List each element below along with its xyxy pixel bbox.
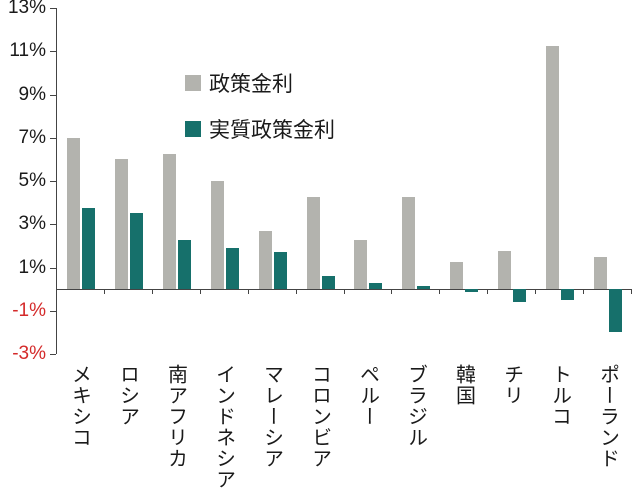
x-axis-label: マレーシア [260,364,283,469]
x-tick-mark [391,289,393,295]
x-tick-mark [56,289,57,295]
x-axis-line [57,289,632,291]
x-tick-mark [151,289,153,295]
legend-swatch-policy-rate [185,75,201,91]
policy-rate-bar [210,181,224,290]
y-tick-mark [50,94,56,96]
x-tick-mark [103,289,105,295]
y-tick-mark [50,8,56,9]
policy-rate-bar [546,45,560,290]
y-tick-label: 7% [18,126,46,148]
y-tick-mark [50,354,56,355]
policy-rate-bar [450,262,464,290]
y-tick-label: 3% [18,213,46,235]
x-axis-label: ブラジル [404,364,427,448]
y-tick-mark [50,224,56,226]
y-axis: 13% 11% 9% 7% 5% 3% 1% -1% -3% [0,0,56,364]
bar-group [249,8,297,354]
real-policy-rate-bar [321,276,335,290]
policy-rate-bar [402,197,416,290]
x-tick-mark [247,289,249,295]
bar-group [345,8,393,354]
policy-rate-bar [306,197,320,290]
x-tick-mark [439,289,441,295]
bar-group [201,8,249,354]
x-tick-mark [487,289,489,295]
real-policy-rate-bar [561,289,575,300]
plot-area: 政策金利 実質政策金利 [56,8,632,354]
bar-group [297,8,345,354]
x-axis-label: 南アフリカ [164,364,187,469]
real-policy-rate-bar [513,289,527,303]
legend-item-policy-rate: 政策金利 [185,68,335,98]
real-policy-rate-bar [369,282,383,290]
x-axis-label: コロンビア [308,364,331,469]
x-axis-label: チリ [500,364,523,406]
real-policy-rate-bar [177,240,191,290]
bar-group [536,8,584,354]
real-policy-rate-bar [225,248,239,290]
x-axis-label: 韓国 [452,364,475,406]
policy-rate-bar [258,230,272,290]
x-tick-mark [631,289,632,295]
y-tick-mark [50,267,56,269]
y-tick-label: 13% [7,0,46,18]
bar-group [584,8,632,354]
policy-rate-bar [498,251,512,290]
x-axis-row: メキシコ ロシア 南アフリカ インドネシア マレーシア コロンビア ペルー ブラジル 韓国 チリト… [0,354,640,493]
y-tick-label: 9% [18,83,46,105]
x-axis-labels: メキシコ ロシア 南アフリカ インドネシア マレーシア コロンビア ペルー ブラジル 韓国 チリト… [56,354,632,493]
real-policy-rate-bar [273,252,287,290]
y-tick-mark [50,181,56,182]
x-tick-mark [295,289,297,295]
y-tick-mark [50,137,56,139]
real-policy-rate-bar [129,213,143,290]
x-axis-label: ロシア [116,364,139,427]
y-tick-label: -1% [12,299,46,321]
plot-row: 13% 11% 9% 7% 5% 3% 1% -1% -3% 政策金利 実質政策金利 [0,0,640,364]
policy-rate-bar [66,137,80,290]
legend-label-real-policy-rate: 実質政策金利 [209,119,335,142]
bar-group [440,8,488,354]
real-policy-rate-bar [609,289,623,333]
x-tick-mark [535,289,537,295]
legend-label-policy-rate: 政策金利 [209,73,293,96]
y-tick-label: 5% [18,170,46,191]
policy-rate-bar [114,159,128,290]
x-tick-mark [199,289,201,295]
y-tick-label: 11% [9,40,46,62]
x-axis-label: メキシコ [68,364,91,448]
bar-group [392,8,440,354]
legend-item-real-policy-rate: 実質政策金利 [185,114,335,144]
x-tick-mark [343,289,345,295]
x-axis-label: トルコ [548,364,571,427]
y-tick-mark [50,51,56,53]
y-tick-label: -3% [12,343,46,364]
bar-groups [57,8,632,354]
y-tick-label: 1% [18,256,46,278]
bar-group [153,8,201,354]
legend: 政策金利 実質政策金利 [185,68,335,144]
policy-rate-bar [354,240,368,290]
bar-group [488,8,536,354]
y-axis-spacer [0,354,56,493]
bar-group [57,8,105,354]
real-policy-rate-bar [417,285,431,290]
real-policy-rate-bar [465,289,479,293]
policy-rate-bar [162,153,176,290]
x-tick-mark [583,289,585,295]
bar-group [105,8,153,354]
policy-rate-bar [594,256,608,290]
x-axis-label: ペルー [356,364,379,427]
y-tick-mark [50,310,56,312]
real-policy-rate-bar [81,208,95,290]
legend-swatch-real-policy-rate [185,121,201,137]
x-axis-label: ポーランド [596,364,619,469]
x-axis-label: インドネシア [212,364,235,490]
